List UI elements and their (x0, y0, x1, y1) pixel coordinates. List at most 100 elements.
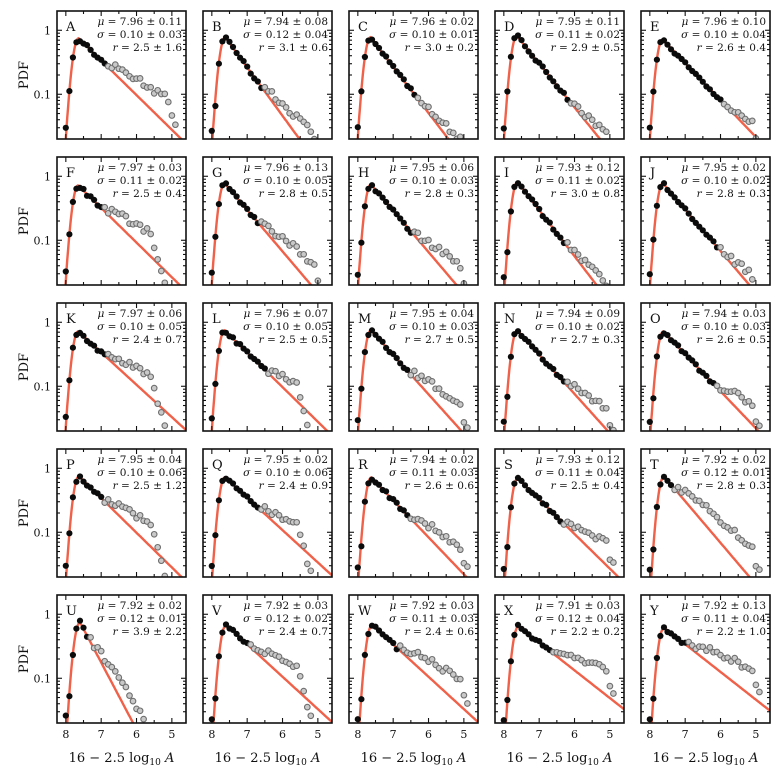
excluded-data-point (296, 672, 304, 680)
excluded-data-point (129, 697, 137, 705)
fit-data-point (361, 349, 368, 356)
fit-data-point (212, 380, 219, 387)
excluded-data-point (606, 682, 614, 690)
stat-sigma: σ = 0.11 ± 0.04 (535, 467, 620, 479)
fit-data-point (361, 203, 368, 210)
excluded-data-point (143, 225, 151, 232)
panel-data-Y (646, 624, 770, 723)
excluded-data-point (706, 644, 714, 651)
excluded-data-point (147, 230, 155, 238)
stat-sigma: σ = 0.11 ± 0.03 (389, 613, 474, 625)
fit-data-point (682, 350, 689, 357)
fit-data-point (653, 56, 661, 63)
excluded-data-point (161, 90, 169, 98)
fit-data-point (521, 482, 529, 489)
fit-data-point (365, 331, 372, 339)
fit-data-point (710, 238, 717, 245)
panel-data-R (354, 475, 471, 577)
stat-r: r = 3.9 ± 2.2 (113, 626, 182, 638)
excluded-data-point (571, 380, 578, 388)
excluded-data-point (411, 367, 418, 375)
excluded-data-point (574, 103, 582, 110)
fit-line (356, 182, 459, 285)
fit-data-point (62, 413, 69, 420)
panel-letter: T (650, 458, 659, 473)
fit-data-point (361, 498, 368, 505)
excluded-data-point (752, 418, 760, 425)
fit-data-point (525, 48, 532, 55)
stat-sigma: σ = 0.10 ± 0.05 (97, 321, 182, 333)
excluded-data-point (428, 655, 436, 663)
excluded-data-point (610, 690, 617, 697)
fit-data-point (664, 41, 671, 48)
stat-r: r = 2.5 ± 1.2 (113, 480, 182, 492)
fit-data-point (696, 74, 703, 81)
stat-mu: μ = 7.96 ± 0.11 (97, 16, 182, 28)
fit-data-point (354, 124, 361, 131)
excluded-data-point (567, 520, 575, 528)
excluded-data-point (428, 378, 436, 385)
excluded-data-point (407, 371, 415, 379)
excluded-data-point (731, 526, 739, 534)
y-tick-label: 1 (44, 170, 51, 183)
fit-data-point (215, 497, 222, 504)
x-tick-label: 8 (208, 728, 215, 741)
excluded-data-point (727, 252, 735, 260)
y-tick-label: 0.1 (34, 88, 52, 101)
excluded-data-point (136, 707, 144, 715)
excluded-data-point (168, 112, 176, 119)
stat-mu: μ = 7.96 ± 0.13 (243, 162, 328, 174)
x-tick-label: 5 (752, 728, 759, 741)
excluded-data-point (738, 260, 746, 268)
panel-letter: V (211, 604, 222, 619)
fit-data-point (650, 236, 657, 243)
excluded-data-point (464, 700, 471, 707)
fit-data-point (62, 712, 69, 719)
fit-line (66, 620, 135, 723)
stat-r: r = 2.7 ± 0.5 (405, 334, 474, 346)
panel-letter: D (504, 20, 514, 35)
fit-data-point (375, 44, 383, 52)
fit-data-point (354, 271, 361, 278)
excluded-data-point (414, 648, 422, 656)
panel-letter: S (504, 458, 513, 473)
y-tick-label: 1 (44, 316, 51, 329)
panel-letter: E (650, 20, 660, 35)
excluded-data-point (564, 239, 571, 246)
fit-data-point (215, 60, 222, 67)
excluded-data-point (282, 104, 290, 111)
excluded-data-point (442, 532, 450, 540)
fit-data-point (66, 377, 73, 384)
stat-mu: μ = 7.94 ± 0.09 (535, 308, 620, 320)
fit-data-point (397, 360, 404, 367)
panel-letter: X (504, 604, 514, 619)
panel-data-T (646, 473, 763, 577)
excluded-data-point (126, 692, 133, 699)
excluded-data-point (296, 394, 304, 401)
fit-data-point (229, 626, 237, 634)
fit-data-point (240, 58, 247, 65)
fit-data-point (536, 494, 543, 502)
fit-data-point (653, 202, 661, 209)
fit-data-point (511, 631, 518, 639)
stat-mu: μ = 7.95 ± 0.11 (535, 16, 620, 28)
fit-data-point (361, 651, 368, 659)
excluded-data-point (414, 94, 422, 102)
excluded-data-point (108, 663, 116, 671)
excluded-data-point (425, 236, 432, 244)
panel-data-O (646, 329, 763, 431)
excluded-data-point (261, 83, 269, 91)
excluded-data-point (610, 426, 617, 431)
x-tick-label: 6 (425, 728, 432, 741)
excluded-data-point (717, 243, 724, 251)
x-tick-label: 7 (682, 728, 689, 741)
excluded-data-point (104, 209, 112, 217)
fit-data-point (500, 274, 507, 281)
fit-data-point (518, 477, 525, 484)
stat-r: r = 2.8 ± 0.3 (405, 188, 474, 200)
stat-mu: μ = 7.95 ± 0.04 (389, 308, 474, 320)
